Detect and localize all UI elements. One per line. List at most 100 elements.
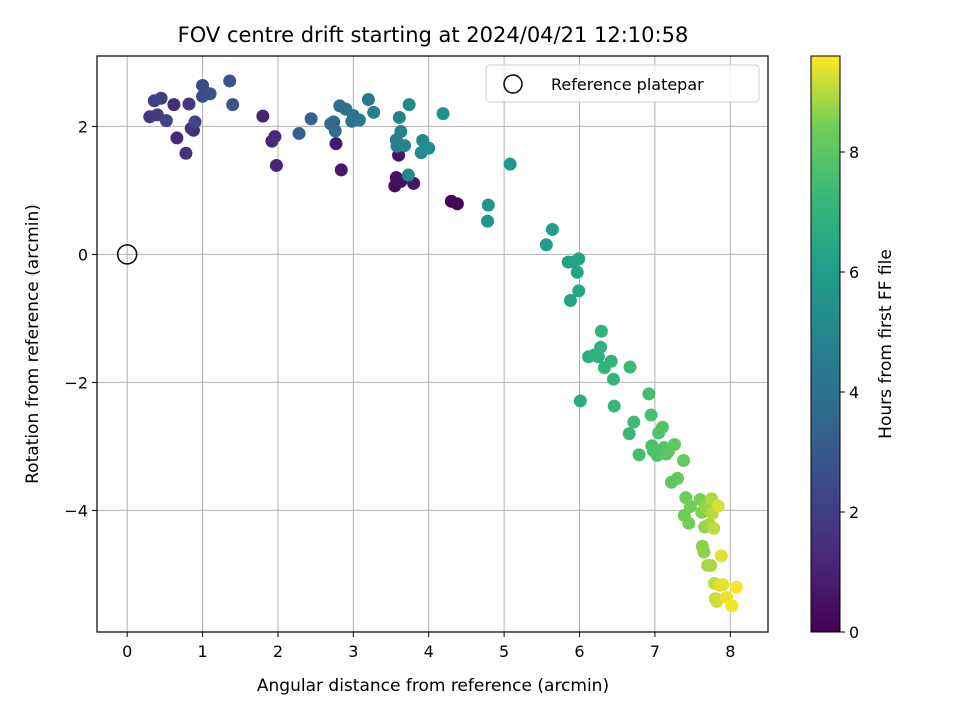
data-point [159, 114, 173, 128]
data-point [361, 93, 375, 107]
data-point [392, 110, 406, 124]
x-axis-label: Angular distance from reference (arcmin) [257, 676, 609, 696]
colorbar-tick-label: 8 [849, 143, 859, 162]
data-point [182, 97, 196, 111]
plot-frame [96, 55, 769, 633]
x-tick-label: 5 [499, 642, 509, 661]
data-point [170, 131, 184, 145]
data-point [563, 293, 577, 307]
data-point [367, 105, 381, 119]
data-point [725, 599, 739, 613]
x-tick-label: 1 [197, 642, 207, 661]
data-point [203, 87, 217, 101]
x-axis-ticks: 0 1 2 3 4 5 6 7 8 [122, 632, 735, 661]
data-point [677, 453, 691, 467]
colorbar-tick-label: 2 [849, 503, 859, 522]
colorbar: 0 2 4 6 8 Hours from first FF file [810, 55, 896, 642]
data-point [573, 394, 587, 408]
data-point [682, 516, 696, 530]
colorbar-ticks: 0 2 4 6 8 [840, 143, 859, 642]
data-point [401, 168, 415, 182]
data-point [716, 578, 730, 592]
data-point [594, 340, 608, 354]
data-point [607, 399, 621, 413]
data-point [481, 214, 495, 228]
data-point [422, 141, 436, 155]
legend-label: Reference platepar [551, 75, 704, 94]
x-tick-label: 3 [348, 642, 358, 661]
data-point [398, 139, 412, 153]
data-point [147, 94, 161, 108]
data-point [707, 521, 721, 535]
legend: Reference platepar [485, 64, 760, 103]
x-tick-label: 0 [122, 642, 132, 661]
y-tick-label: −2 [64, 373, 88, 392]
data-point [644, 408, 658, 422]
data-point [539, 238, 553, 252]
data-points [143, 74, 743, 613]
data-point [329, 137, 343, 151]
colorbar-tick-label: 6 [849, 263, 859, 282]
y-tick-label: 2 [78, 117, 88, 136]
y-tick-label: 0 [78, 245, 88, 264]
data-point [710, 594, 724, 608]
data-point [697, 545, 711, 559]
data-point [226, 98, 240, 112]
chart-title: FOV centre drift starting at 2024/04/21 … [178, 23, 689, 47]
data-point [481, 198, 495, 212]
y-axis-label: Rotation from reference (arcmin) [23, 204, 43, 484]
colorbar-tick-label: 4 [849, 383, 859, 402]
data-point [503, 157, 517, 171]
data-point [606, 372, 620, 386]
data-point [714, 549, 728, 563]
data-point [256, 109, 270, 123]
data-point [632, 448, 646, 462]
data-point [545, 222, 559, 236]
data-point [729, 580, 743, 594]
x-tick-label: 7 [650, 642, 660, 661]
data-point [268, 130, 282, 144]
data-point [711, 499, 725, 513]
data-point [683, 500, 697, 514]
data-point [604, 354, 618, 368]
data-point [572, 252, 586, 266]
legend-open-circle-icon [503, 74, 523, 94]
data-point [196, 78, 210, 92]
colorbar-label: Hours from first FF file [876, 249, 896, 439]
colorbar-gradient [810, 55, 841, 633]
x-tick-label: 4 [424, 642, 434, 661]
x-tick-label: 6 [574, 642, 584, 661]
x-tick-label: 8 [725, 642, 735, 661]
data-point [450, 197, 464, 211]
data-point [402, 98, 416, 112]
data-point [623, 360, 637, 374]
data-point [394, 125, 408, 139]
data-point [671, 471, 685, 485]
data-point [570, 265, 584, 279]
data-point [188, 115, 202, 129]
data-point [627, 415, 641, 429]
data-point [269, 158, 283, 172]
colorbar-tick-label: 0 [849, 623, 859, 642]
data-point [167, 98, 181, 112]
y-tick-label: −4 [64, 501, 88, 520]
data-point [622, 427, 636, 441]
data-point [436, 107, 450, 121]
grid-lines [97, 56, 768, 632]
data-point [655, 420, 669, 434]
data-point [594, 324, 608, 338]
data-point [642, 387, 656, 401]
legend-box [485, 64, 760, 103]
y-axis-ticks: 2 0 −2 −4 [64, 117, 97, 520]
data-point [292, 126, 306, 140]
x-tick-label: 2 [273, 642, 283, 661]
data-point [304, 112, 318, 126]
reference-platepar-marker [116, 244, 138, 265]
data-point [328, 124, 342, 138]
reference-marker-group [116, 244, 138, 265]
data-point [223, 74, 237, 88]
data-point [334, 163, 348, 177]
data-point [179, 146, 193, 160]
data-point [668, 437, 682, 451]
